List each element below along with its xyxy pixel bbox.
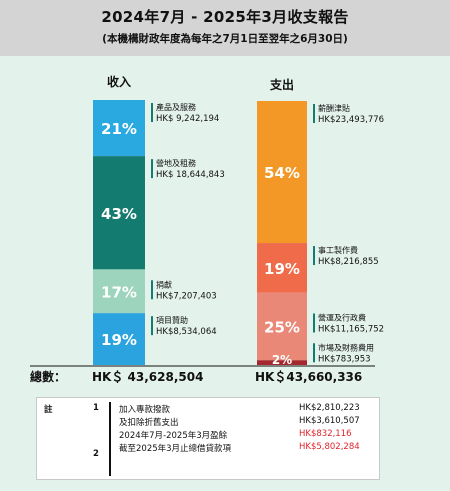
notes-divider <box>109 402 111 476</box>
legend-name: 薪酬津貼 <box>318 103 350 113</box>
percent-label: 21% <box>101 120 137 138</box>
percent-label: 2% <box>272 353 292 367</box>
legend-amount: HK$7,207,403 <box>156 291 217 301</box>
total-label: 總數： <box>30 369 66 384</box>
legend-marker <box>151 103 153 122</box>
legend-amount: HK$783,953 <box>318 354 371 364</box>
legend-marker <box>151 159 153 179</box>
note-value-highlight: HK$5,802,284 <box>299 442 360 452</box>
bar-segment <box>257 101 307 244</box>
legend-name: 捐獻 <box>156 279 172 289</box>
bar-segment <box>93 269 145 314</box>
percent-label: 25% <box>264 319 300 337</box>
note-text: 及扣除折舊支出 <box>119 418 179 428</box>
notes-label: 註 <box>44 405 53 415</box>
legend-marker <box>151 280 153 300</box>
legend-marker <box>313 246 315 266</box>
column-label: 收入 <box>107 74 131 89</box>
legend-marker <box>313 104 315 123</box>
total-value: HK＄ 43,628,504 <box>92 369 203 384</box>
page-title: 2024年7月 - 2025年3月收支報告 <box>101 8 349 26</box>
legend-marker <box>313 313 315 333</box>
note-row: 加入專款撥款 HK$2,810,223 <box>119 403 374 415</box>
legend-marker <box>151 316 153 336</box>
notes-box: 註 1 2 加入專款撥款 HK$2,810,223 及扣除折舊支出 HK$3,6… <box>36 397 380 480</box>
note-value-highlight: HK$832,116 <box>299 429 352 439</box>
stacked-bar-chart: 收入 21% 產品及服務 HK$ 9,242,194 43% 營地及租務 HK$ 18,64… <box>30 74 384 384</box>
legend-name: 產品及服務 <box>156 102 196 112</box>
legend-marker <box>313 343 315 363</box>
page-subtitle: (本機構財政年度為每年之7月1日至翌年之6月30日) <box>102 33 348 45</box>
legend-amount: HK$8,534,064 <box>156 327 217 337</box>
note-text: 加入專款撥款 <box>119 405 171 415</box>
legend-name: 營地及租務 <box>156 158 196 168</box>
bar-segment <box>93 156 145 270</box>
legend-amount: HK$ 9,242,194 <box>156 114 219 124</box>
bar-segment <box>257 292 307 361</box>
note-number-1: 1 <box>93 403 99 413</box>
note-row: 2024年7月-2025年3月盈餘 HK$832,116 <box>119 429 374 441</box>
legend-amount: HK$23,493,776 <box>318 115 384 125</box>
note-row: 及扣除折舊支出 HK$3,610,507 <box>119 416 374 428</box>
note-value: HK$3,610,507 <box>299 416 360 426</box>
note-value: HK$2,810,223 <box>299 403 360 413</box>
percent-label: 19% <box>264 260 300 278</box>
header-band: 2024年7月 - 2025年3月收支報告 (本機構財政年度為每年之7月1日至翌… <box>0 0 450 56</box>
note-text: 2024年7月-2025年3月盈餘 <box>119 431 228 441</box>
percent-label: 19% <box>101 331 137 349</box>
legend-name: 項目贊助 <box>156 315 188 325</box>
legend-name: 事工製作費 <box>318 245 358 255</box>
legend-amount: HK$ 18,644,843 <box>156 170 225 180</box>
bar-segment <box>257 360 307 365</box>
legend-amount: HK$11,165,752 <box>318 325 384 335</box>
note-number-2: 2 <box>93 449 99 459</box>
column-label: 支出 <box>269 77 294 92</box>
legend-name: 營運及行政費 <box>318 313 366 323</box>
legend-name: 市場及財務費用 <box>318 342 374 352</box>
note-row: 截至2025年3月止總借貸款項 HK$5,802,284 <box>119 442 374 454</box>
bar-segment <box>93 100 145 157</box>
bar-segment <box>257 243 307 293</box>
total-value: HK＄43,660,336 <box>255 369 362 384</box>
legend-amount: HK$8,216,855 <box>318 257 379 267</box>
percent-label: 54% <box>264 164 300 182</box>
note-text: 截至2025年3月止總借貸款項 <box>119 444 232 454</box>
percent-label: 43% <box>101 205 137 223</box>
percent-label: 17% <box>101 283 137 301</box>
bar-segment <box>93 313 145 365</box>
